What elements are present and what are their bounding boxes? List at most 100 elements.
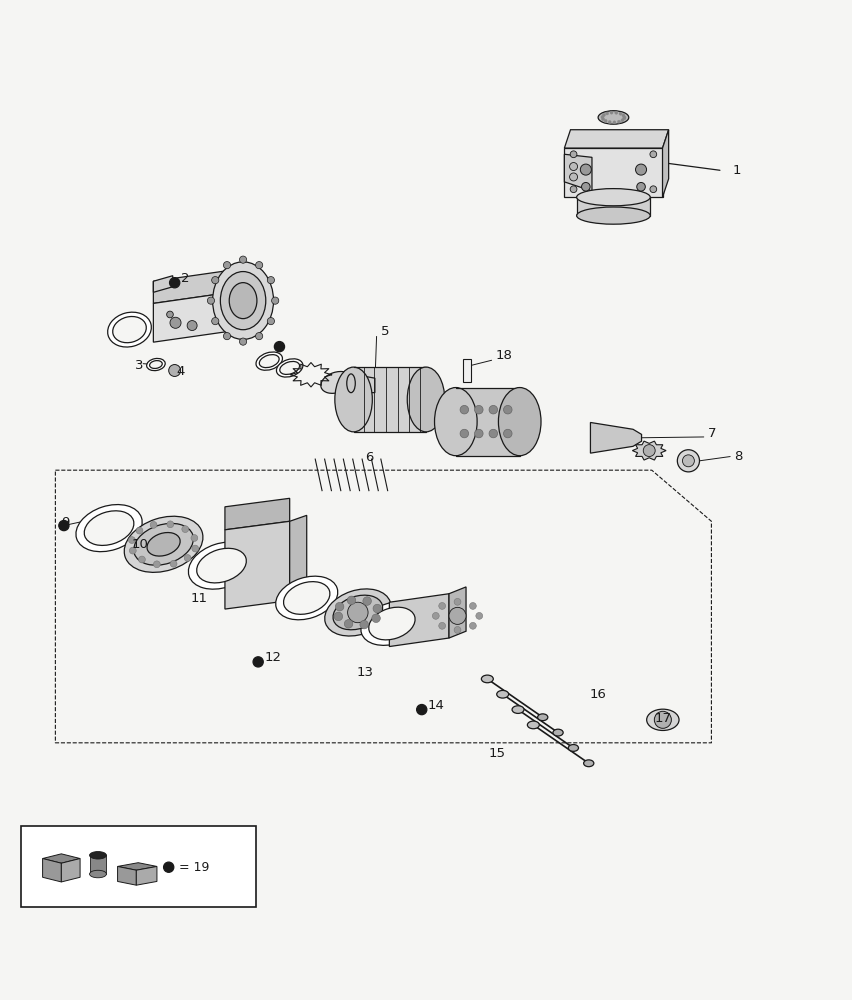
Circle shape: [334, 612, 343, 621]
Ellipse shape: [498, 388, 541, 456]
Circle shape: [207, 297, 215, 304]
Polygon shape: [564, 130, 669, 148]
Circle shape: [449, 607, 466, 624]
Circle shape: [363, 597, 371, 605]
Circle shape: [469, 622, 476, 629]
Circle shape: [223, 333, 231, 340]
Ellipse shape: [150, 361, 162, 368]
Text: 14: 14: [428, 699, 445, 712]
Circle shape: [643, 445, 655, 457]
Circle shape: [650, 151, 657, 158]
Ellipse shape: [279, 361, 300, 374]
Circle shape: [274, 342, 285, 352]
Circle shape: [223, 262, 231, 269]
Circle shape: [184, 555, 191, 561]
Polygon shape: [153, 270, 231, 303]
Circle shape: [602, 118, 605, 121]
Ellipse shape: [512, 706, 524, 713]
Polygon shape: [577, 197, 650, 216]
Circle shape: [344, 620, 353, 628]
Circle shape: [654, 711, 671, 728]
Circle shape: [570, 163, 578, 171]
Polygon shape: [564, 154, 592, 191]
Circle shape: [170, 560, 177, 567]
Polygon shape: [225, 498, 290, 530]
Polygon shape: [61, 859, 80, 882]
Circle shape: [489, 405, 498, 414]
Bar: [354, 367, 426, 432]
Circle shape: [621, 119, 624, 122]
Circle shape: [211, 277, 219, 284]
Ellipse shape: [598, 111, 629, 124]
Circle shape: [682, 455, 694, 467]
Ellipse shape: [89, 870, 106, 878]
Polygon shape: [153, 292, 231, 342]
Circle shape: [460, 429, 469, 438]
Bar: [456, 388, 520, 456]
Circle shape: [454, 627, 461, 633]
Ellipse shape: [276, 359, 303, 377]
Circle shape: [136, 527, 143, 534]
Ellipse shape: [107, 312, 152, 347]
Polygon shape: [389, 594, 449, 647]
Circle shape: [622, 114, 625, 117]
Bar: [463, 359, 471, 382]
Polygon shape: [231, 281, 256, 331]
Bar: [89, 855, 106, 874]
Circle shape: [348, 602, 368, 623]
Circle shape: [613, 121, 616, 124]
Circle shape: [130, 547, 136, 554]
Circle shape: [601, 115, 604, 119]
Circle shape: [417, 704, 427, 715]
Circle shape: [608, 121, 611, 124]
Ellipse shape: [112, 316, 147, 343]
Circle shape: [460, 405, 469, 414]
Text: 18: 18: [496, 349, 513, 362]
Polygon shape: [118, 863, 157, 870]
Circle shape: [432, 612, 439, 619]
Circle shape: [602, 113, 606, 117]
Circle shape: [336, 602, 344, 611]
Text: 15: 15: [489, 747, 506, 760]
Polygon shape: [225, 521, 290, 609]
Ellipse shape: [276, 576, 337, 620]
Ellipse shape: [584, 760, 594, 767]
Ellipse shape: [553, 729, 563, 736]
Ellipse shape: [435, 388, 477, 456]
Circle shape: [371, 614, 380, 623]
Ellipse shape: [333, 595, 383, 630]
Circle shape: [619, 112, 622, 115]
Circle shape: [636, 182, 645, 191]
Circle shape: [475, 429, 483, 438]
Ellipse shape: [321, 371, 352, 393]
Circle shape: [192, 545, 199, 552]
Ellipse shape: [481, 675, 493, 683]
Circle shape: [623, 117, 626, 120]
Polygon shape: [43, 859, 61, 882]
Circle shape: [570, 151, 577, 158]
Circle shape: [253, 657, 263, 667]
Circle shape: [360, 620, 368, 629]
Polygon shape: [663, 130, 669, 197]
Circle shape: [256, 262, 262, 269]
Circle shape: [139, 556, 146, 563]
Circle shape: [580, 164, 591, 175]
Text: 17: 17: [654, 712, 671, 725]
Circle shape: [170, 278, 180, 288]
Polygon shape: [351, 374, 375, 393]
Ellipse shape: [497, 690, 509, 698]
Circle shape: [504, 405, 512, 414]
Circle shape: [604, 119, 607, 122]
Circle shape: [677, 450, 699, 472]
Ellipse shape: [134, 523, 193, 565]
Text: 10: 10: [132, 538, 149, 551]
Circle shape: [256, 333, 262, 340]
Circle shape: [239, 338, 247, 345]
Ellipse shape: [647, 709, 679, 730]
Circle shape: [181, 526, 188, 533]
Circle shape: [636, 164, 647, 175]
Circle shape: [150, 521, 157, 528]
Circle shape: [59, 520, 69, 531]
Ellipse shape: [76, 505, 142, 552]
Ellipse shape: [197, 548, 246, 583]
